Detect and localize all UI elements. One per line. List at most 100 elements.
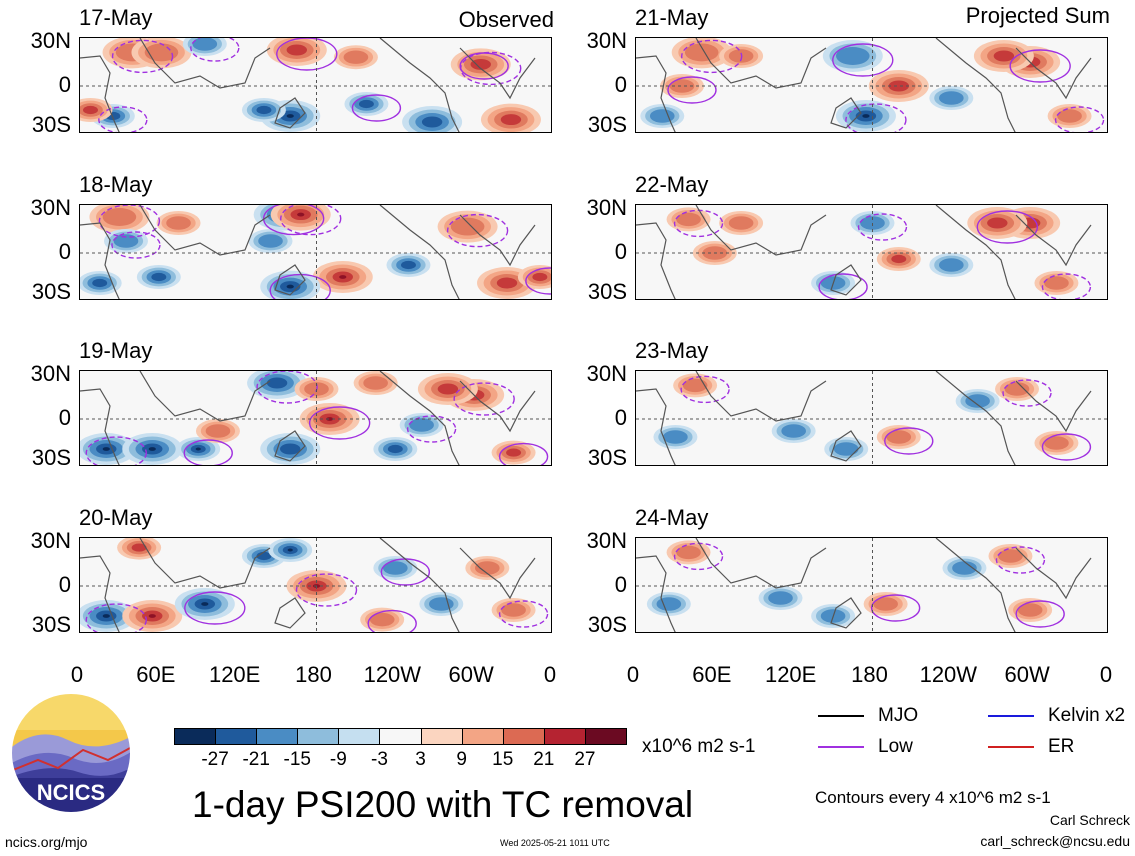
anomaly-blob: [248, 229, 293, 253]
anomaly-blob: [437, 210, 498, 243]
map-panel-21-May: [635, 37, 1108, 133]
colorbar-tick-label: 3: [415, 749, 426, 770]
anomaly-blob: [450, 48, 511, 81]
anomaly-blob: [491, 598, 536, 622]
anomaly-blob: [942, 556, 987, 580]
coastline: [1015, 214, 1092, 267]
anomaly-blob: [122, 433, 183, 465]
colorbar-tick-label: -21: [242, 749, 270, 770]
x-tick-label: 60E: [692, 662, 732, 687]
low-contour: [1015, 600, 1065, 628]
low-contour: [1041, 433, 1092, 461]
low-contour: [276, 38, 338, 71]
coastline: [636, 555, 676, 632]
x-tick-label: 120W: [919, 662, 978, 687]
low-contour: [269, 273, 331, 299]
website: ncics.org/mjo: [5, 834, 88, 850]
y-tick-label: 0: [58, 239, 71, 264]
legend-label: Low: [878, 736, 913, 757]
low-contour: [525, 267, 551, 295]
coastline: [274, 97, 306, 129]
anomaly-blob: [653, 425, 698, 449]
y-tick-label: 0: [614, 405, 627, 430]
anomaly-blob: [399, 413, 444, 437]
coastline: [695, 371, 827, 422]
timestamp: Wed 2025-05-21 1011 UTC: [500, 838, 610, 848]
x-tick-label: 60W: [1004, 662, 1050, 687]
anomaly-blob: [103, 229, 148, 253]
map-panel-24-May: [635, 537, 1108, 633]
panel-date: 18-May: [79, 172, 153, 197]
low-contour: [857, 213, 908, 241]
colorbar-tick-label: 21: [533, 749, 555, 770]
low-contour: [498, 442, 549, 465]
coastline: [274, 597, 306, 629]
coastline: [636, 388, 676, 465]
colorbar-swatch: [297, 728, 340, 745]
x-tick-label: 60E: [136, 662, 176, 687]
anomaly-blob: [491, 440, 536, 465]
anomaly-blob: [973, 40, 1034, 72]
map-panel-23-May: [635, 370, 1108, 466]
x-tick-label: 180: [295, 662, 332, 687]
low-contour: [845, 103, 907, 132]
anomaly-blob: [373, 437, 418, 461]
coastline: [139, 371, 271, 422]
legend-line: [988, 746, 1034, 748]
coastline: [695, 538, 827, 589]
anomaly-blob: [353, 371, 398, 395]
anomaly-blob: [156, 211, 201, 235]
low-contour: [680, 39, 743, 74]
low-contour: [1054, 106, 1105, 132]
y-tick-label: 0: [614, 72, 627, 97]
coastline: [695, 205, 827, 256]
y-tick-label: 30N: [586, 361, 627, 386]
anomaly-blob: [419, 592, 464, 616]
low-contour: [85, 436, 147, 465]
map-svg: [80, 205, 551, 299]
anomaly-blob: [117, 538, 162, 560]
low-contour: [98, 205, 161, 238]
anomaly-blob: [131, 38, 192, 69]
colorbar-swatch: [502, 728, 545, 745]
map-panel-20-May: [79, 537, 552, 633]
coastline: [935, 38, 1016, 132]
coastline: [935, 371, 1016, 465]
coastline: [379, 38, 460, 132]
panel-date: 19-May: [79, 338, 153, 363]
y-tick-label: 30N: [30, 28, 71, 53]
coastline: [80, 55, 120, 132]
observed-label: Observed: [458, 7, 554, 32]
map-svg: [80, 538, 551, 632]
chart-title: 1-day PSI200 with TC removal: [192, 784, 694, 825]
anomaly-blob: [640, 104, 685, 128]
coastline: [139, 205, 271, 256]
legend-label: MJO: [878, 705, 919, 726]
anomaly-blob: [863, 592, 908, 616]
anomaly-blob: [312, 261, 373, 293]
low-contour: [256, 371, 318, 404]
anomaly-blob: [666, 207, 711, 232]
colorbar-tick-label: 15: [492, 749, 514, 770]
anomaly-blob: [876, 247, 921, 271]
low-contour: [111, 231, 161, 259]
anomaly-blob: [402, 106, 463, 132]
low-contour: [460, 51, 522, 86]
legend-line: [818, 715, 864, 717]
anomaly-blob: [89, 205, 150, 233]
coastline: [695, 38, 827, 89]
email: carl_schreck@ncsu.edu: [980, 833, 1130, 849]
x-tick-label: 0: [626, 662, 640, 687]
low-contour: [870, 594, 921, 622]
coastline: [80, 388, 120, 465]
low-contour: [1009, 49, 1071, 83]
low-contour: [832, 43, 894, 77]
colorbar-swatch: [461, 728, 504, 745]
low-contour: [280, 205, 342, 236]
x-tick-label: 60W: [448, 662, 494, 687]
low-contour: [85, 603, 147, 632]
low-contour: [446, 213, 509, 248]
coastline: [636, 222, 676, 299]
units-label: x10^6 m2 s-1: [642, 736, 756, 757]
colorbar-tick-label: -3: [371, 749, 388, 770]
